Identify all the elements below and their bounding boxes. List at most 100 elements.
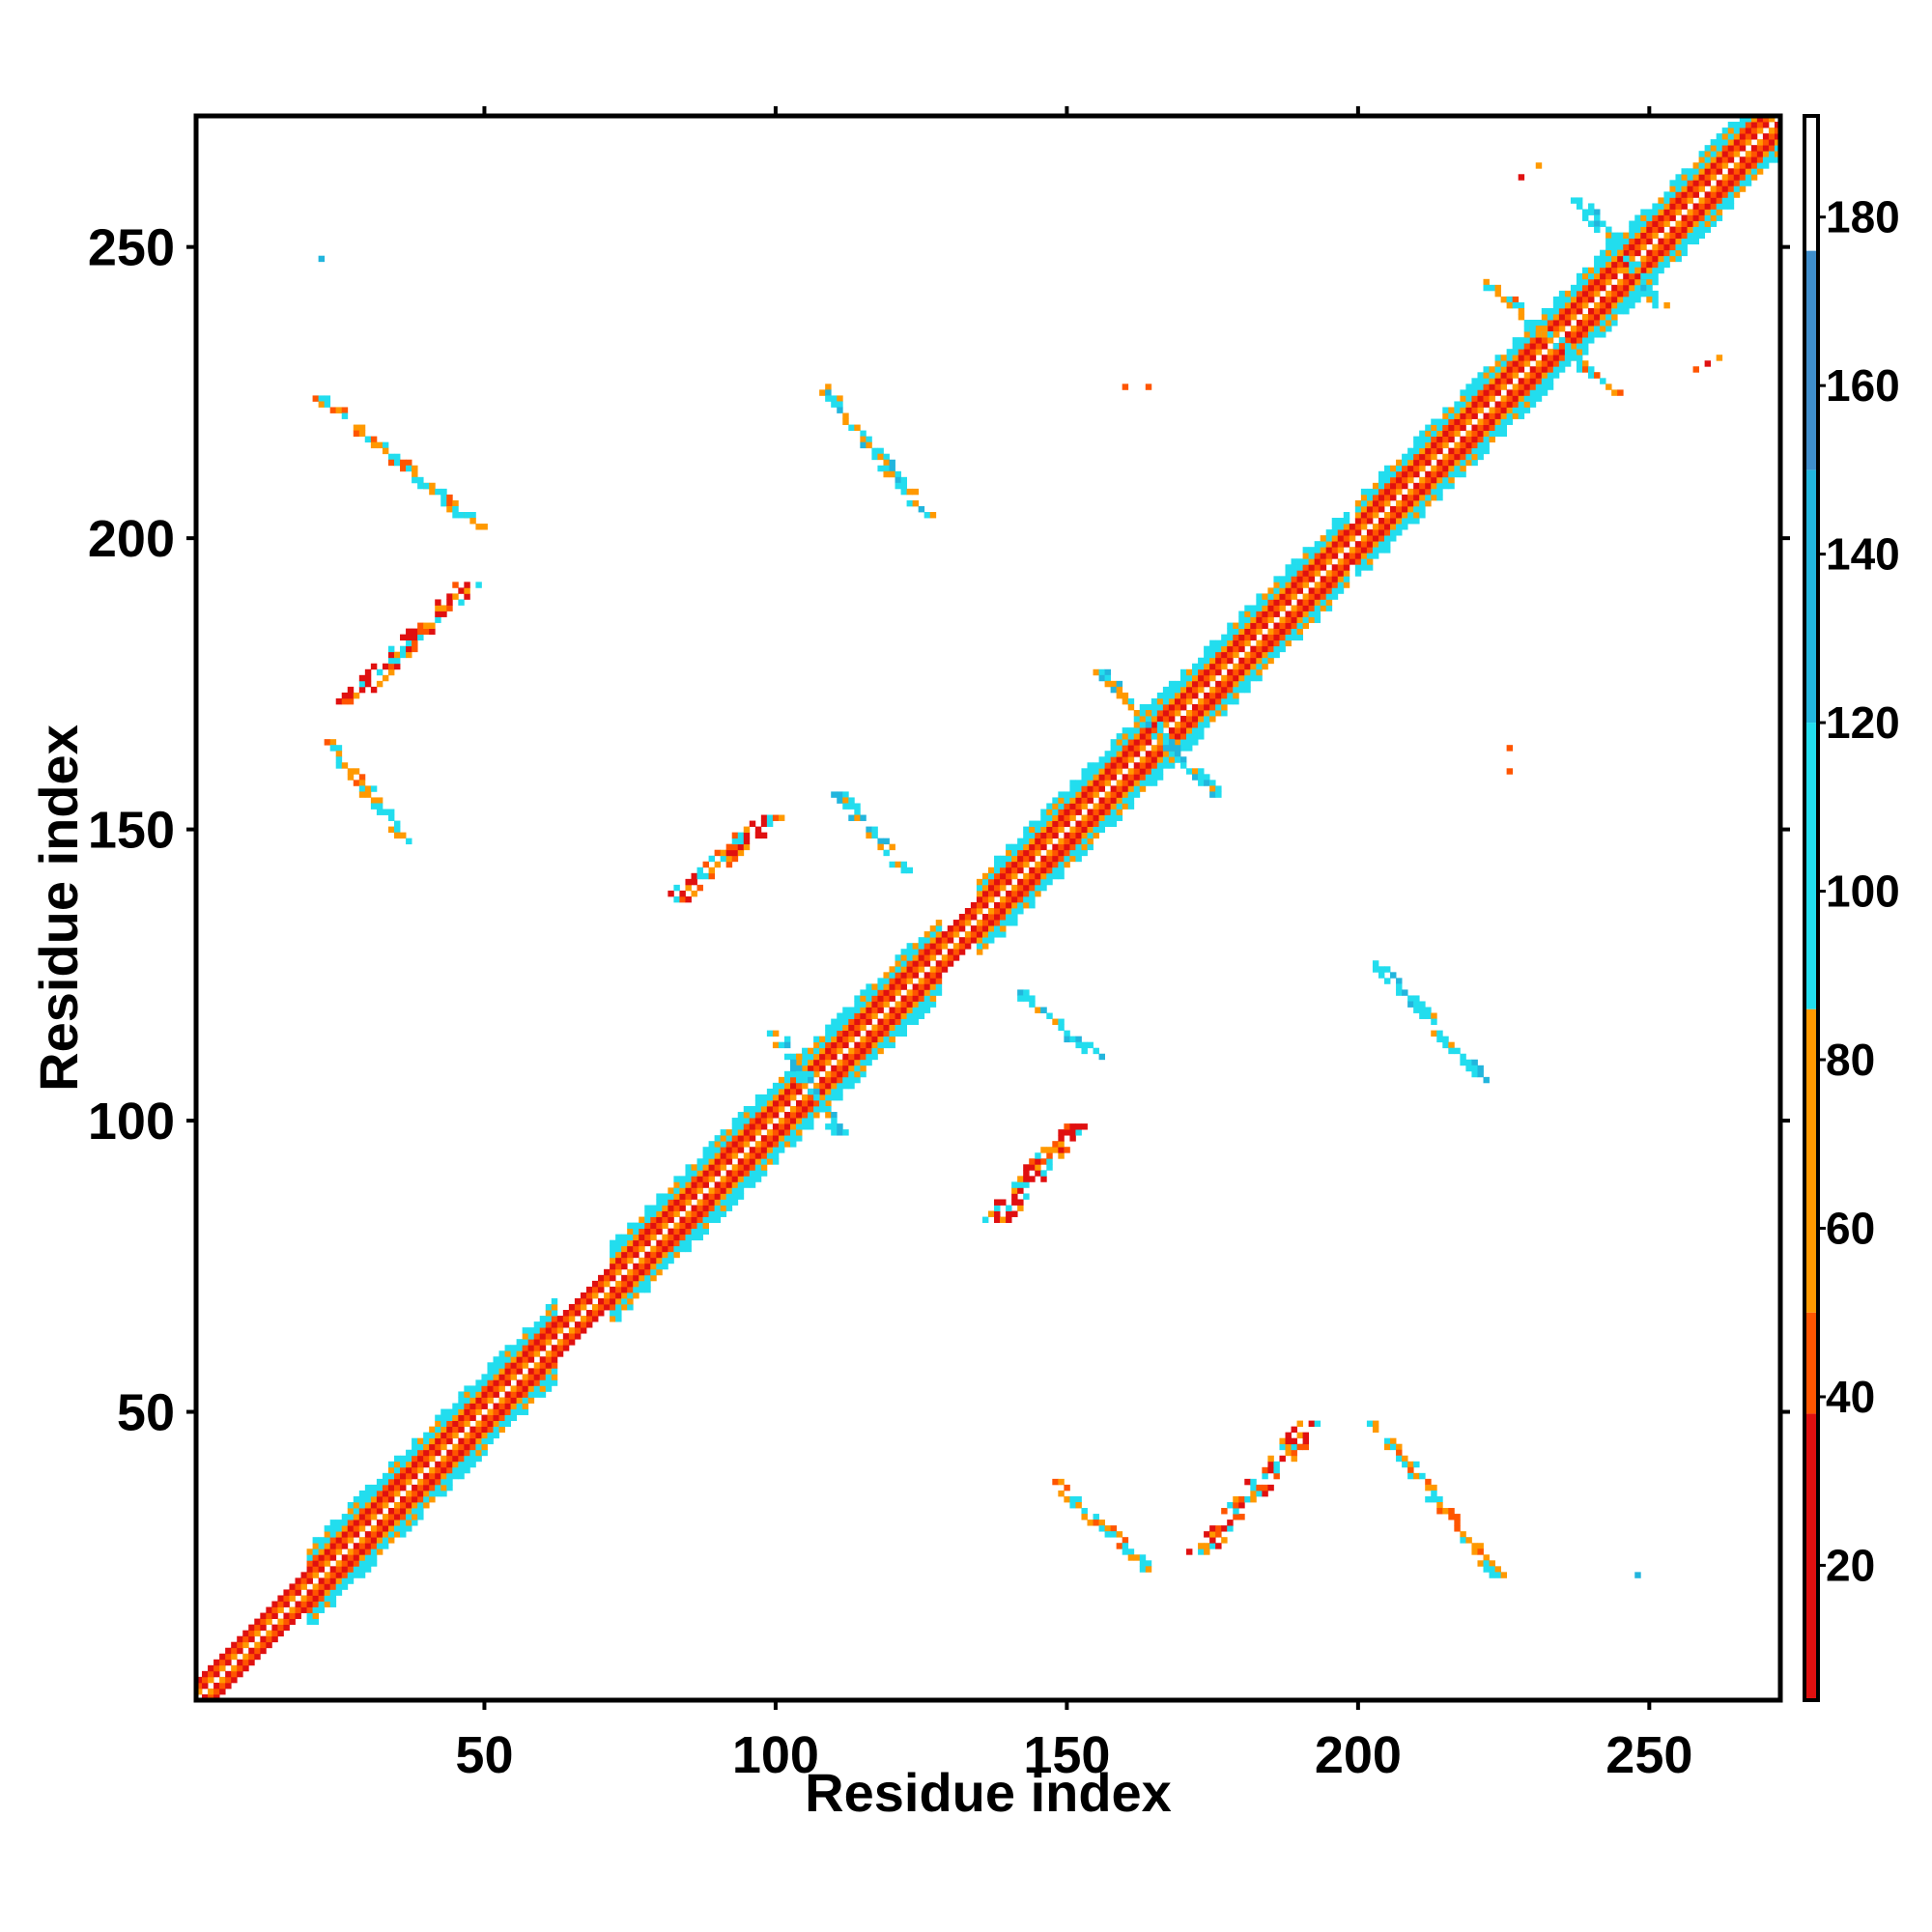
- heatmap-cell: [400, 465, 407, 472]
- heatmap-cell: [1552, 349, 1560, 355]
- heatmap-cell: [685, 1170, 692, 1177]
- heatmap-cell: [493, 1426, 499, 1434]
- heatmap-cell: [277, 1606, 284, 1613]
- heatmap-cell: [1116, 1531, 1123, 1538]
- heatmap-cell: [387, 809, 395, 815]
- heatmap-cell: [1390, 1437, 1397, 1445]
- heatmap-cell: [498, 1362, 505, 1369]
- heatmap-cell: [1431, 1495, 1437, 1503]
- heatmap-cell: [679, 1199, 686, 1206]
- heatmap-cell: [754, 1099, 762, 1107]
- heatmap-cell: [358, 774, 366, 781]
- heatmap-cell: [900, 1024, 907, 1032]
- heatmap-cell: [819, 1076, 826, 1084]
- heatmap-cell: [1652, 226, 1659, 233]
- heatmap-cell: [1011, 914, 1018, 921]
- heatmap-cell: [1308, 547, 1316, 554]
- heatmap-cell: [464, 1443, 470, 1451]
- heatmap-cell: [1552, 355, 1560, 361]
- heatmap-cell: [895, 470, 901, 478]
- heatmap-cell: [895, 1018, 901, 1025]
- heatmap-cell: [1465, 1065, 1472, 1072]
- heatmap-cell: [1104, 820, 1112, 827]
- heatmap-cell: [854, 1065, 861, 1072]
- heatmap-cell: [1745, 156, 1752, 163]
- heatmap-cell: [1198, 674, 1205, 682]
- heatmap-cell: [1000, 861, 1007, 868]
- heatmap-cell: [1052, 1478, 1059, 1486]
- heatmap-cell: [1384, 518, 1391, 525]
- heatmap-cell: [400, 651, 407, 659]
- heatmap-cell: [1774, 139, 1781, 146]
- heatmap-cell: [837, 1041, 843, 1049]
- heatmap-cell: [353, 1514, 360, 1520]
- heatmap-cell: [1506, 401, 1514, 408]
- heatmap-cell: [1186, 686, 1193, 694]
- heatmap-cell: [329, 739, 337, 746]
- heatmap-cell: [1652, 301, 1659, 309]
- heatmap-cell: [1256, 657, 1263, 665]
- heatmap-cell: [912, 1001, 920, 1008]
- heatmap-cell: [237, 1664, 243, 1672]
- heatmap-cell: [1436, 430, 1443, 438]
- heatmap-cell: [958, 914, 966, 921]
- heatmap-cell: [1198, 663, 1205, 670]
- heatmap-cell: [778, 1141, 785, 1148]
- heatmap-cell: [981, 890, 989, 897]
- heatmap-cell: [412, 1466, 418, 1474]
- heatmap-cell: [621, 1245, 628, 1253]
- heatmap-cell: [1605, 307, 1612, 315]
- heatmap-cell: [1291, 634, 1297, 641]
- heatmap-cell: [1570, 331, 1577, 338]
- heatmap-cell: [1640, 238, 1647, 245]
- heatmap-cell: [1233, 697, 1239, 705]
- heatmap-cell: [644, 1286, 651, 1293]
- heatmap-cell: [1093, 820, 1099, 827]
- heatmap-cell: [743, 1112, 751, 1119]
- heatmap-cell: [749, 1147, 756, 1153]
- heatmap-cell: [889, 1012, 895, 1019]
- heatmap-cell: [1646, 296, 1653, 303]
- heatmap-cell: [1629, 255, 1635, 263]
- heatmap-cell: [1320, 564, 1327, 571]
- heatmap-cell: [516, 1408, 524, 1415]
- heatmap-cell: [1343, 553, 1350, 559]
- heatmap-cell: [1267, 1484, 1274, 1492]
- heatmap-cell: [1465, 430, 1472, 438]
- heatmap-cell: [1402, 459, 1408, 467]
- heatmap-cell: [1687, 209, 1693, 215]
- heatmap-cell: [1029, 1158, 1036, 1165]
- heatmap-cell: [1523, 349, 1531, 355]
- heatmap-cell: [1431, 1490, 1437, 1497]
- heatmap-cell: [1151, 722, 1158, 728]
- heatmap-cell: [1110, 768, 1118, 775]
- heatmap-cell: [766, 1099, 774, 1107]
- heatmap-cell: [760, 1118, 768, 1124]
- heatmap-cell: [423, 1432, 430, 1439]
- heatmap-cell: [1518, 314, 1525, 321]
- heatmap-cell: [1518, 349, 1525, 355]
- heatmap-cell: [237, 1670, 243, 1678]
- heatmap-cell: [1576, 366, 1583, 373]
- heatmap-cell: [318, 1577, 326, 1584]
- heatmap-cell: [1692, 203, 1699, 210]
- heatmap-cell: [504, 1391, 511, 1398]
- heatmap-cell: [1768, 133, 1776, 140]
- heatmap-cell: [923, 972, 931, 979]
- heatmap-cell: [790, 1106, 797, 1113]
- heatmap-cell: [610, 1292, 616, 1299]
- heatmap-cell: [1204, 674, 1210, 682]
- heatmap-cell: [242, 1653, 249, 1661]
- heatmap-cell: [854, 1047, 861, 1055]
- heatmap-cell: [772, 1135, 780, 1142]
- heatmap-cell: [1133, 780, 1141, 786]
- heatmap-cell: [1360, 547, 1368, 554]
- heatmap-cell: [1122, 780, 1129, 786]
- heatmap-cell: [1629, 296, 1635, 303]
- heatmap-cell: [1431, 436, 1437, 443]
- heatmap-cell: [685, 1210, 692, 1217]
- heatmap-cell: [790, 1112, 797, 1119]
- heatmap-cell: [406, 838, 412, 845]
- heatmap-cell: [1658, 249, 1664, 257]
- heatmap-cell: [1291, 622, 1297, 629]
